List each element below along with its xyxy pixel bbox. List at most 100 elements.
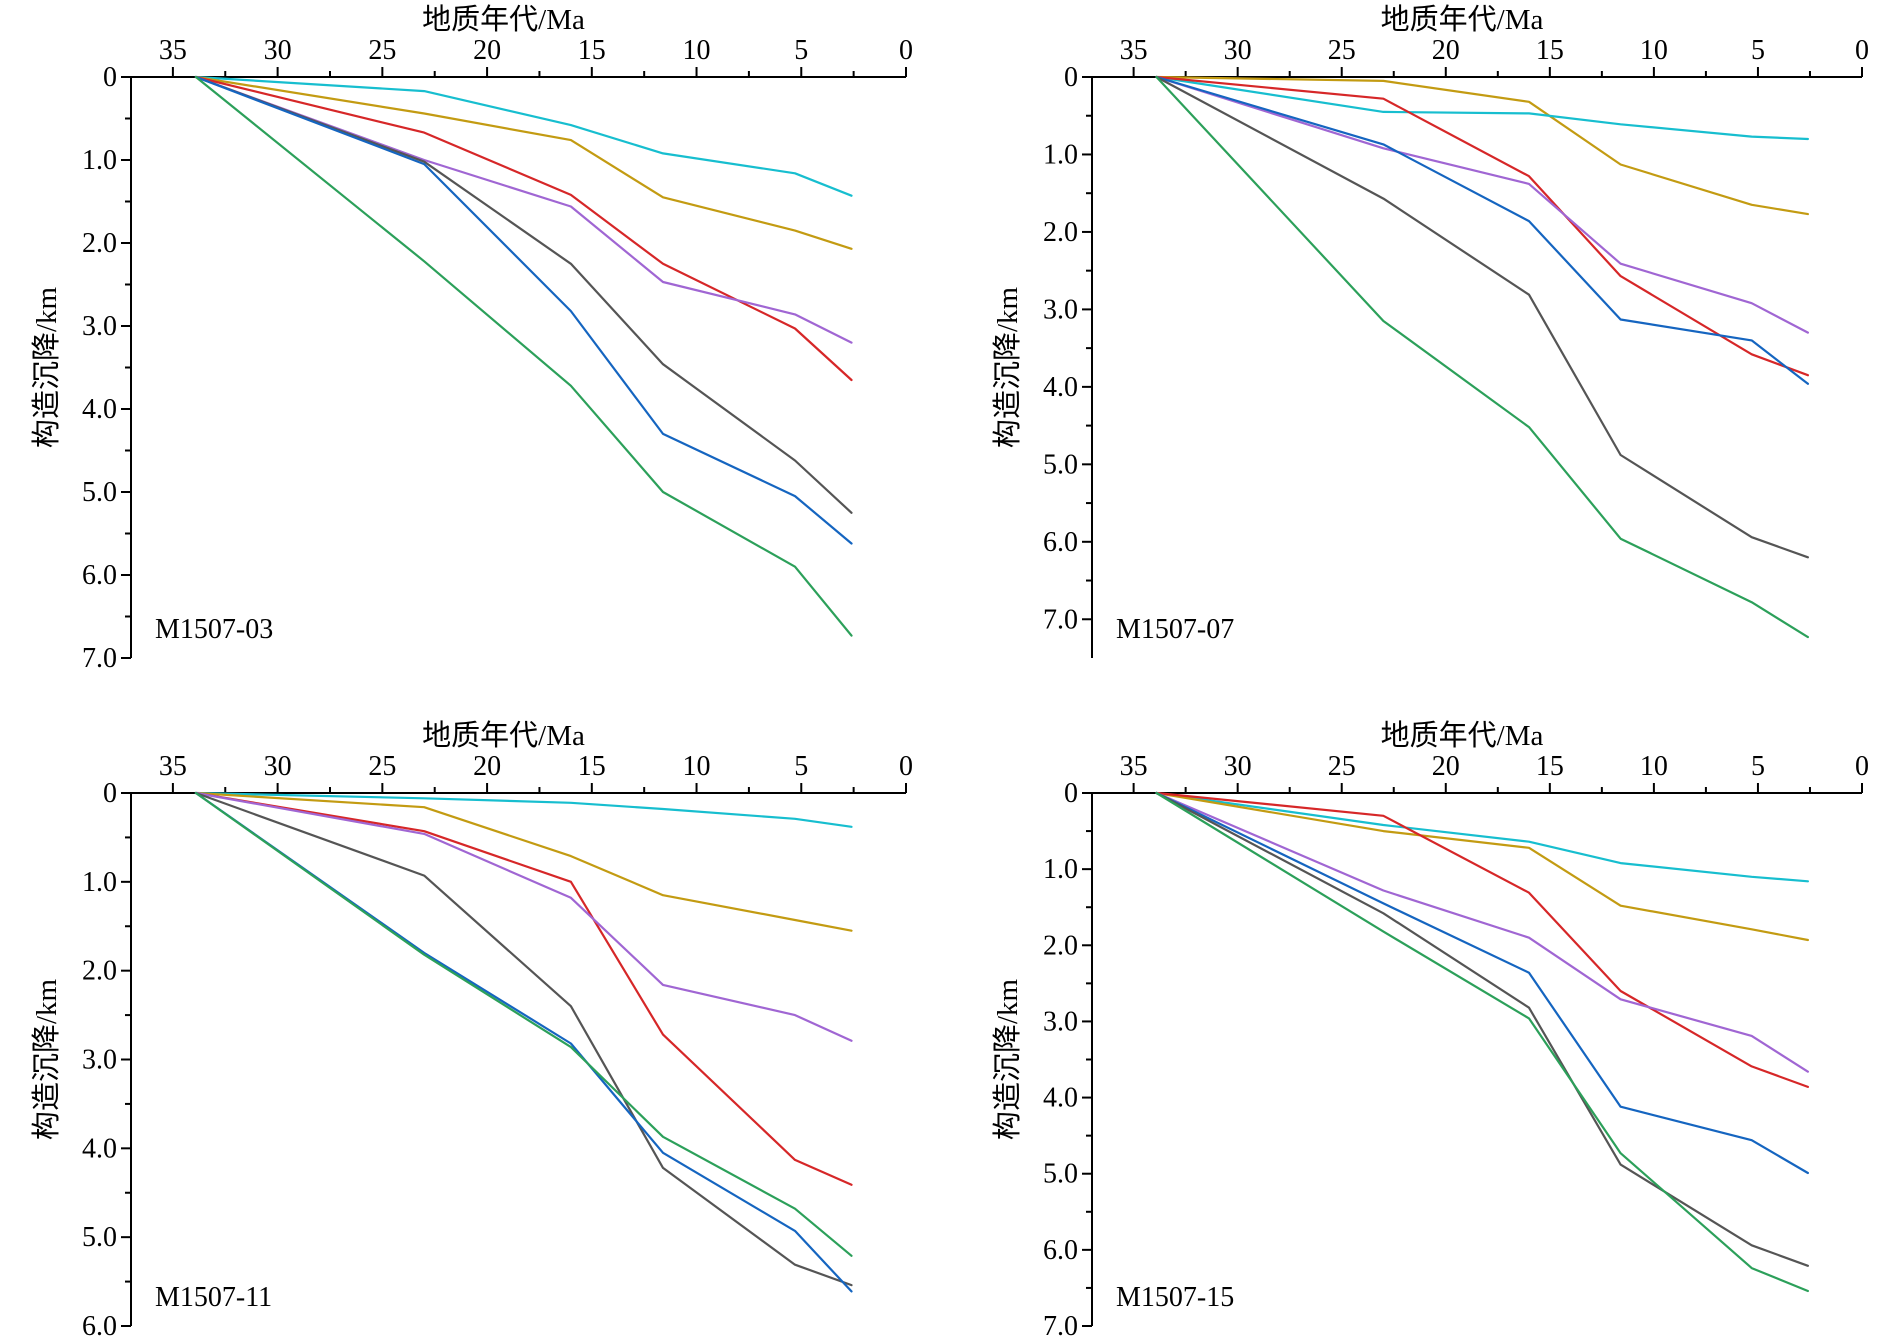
series-line-3 — [194, 75, 853, 382]
y-tick-label: 3.0 — [82, 1045, 117, 1076]
x-tick-label: 5 — [794, 751, 808, 782]
y-tick-label: 0 — [103, 62, 117, 93]
x-tick-label: 30 — [1224, 35, 1252, 66]
x-tick-label: 10 — [1640, 751, 1668, 782]
y-tick-label: 0 — [1064, 778, 1078, 809]
y-tick-label: 1.0 — [1043, 854, 1078, 885]
x-tick-label: 20 — [473, 35, 501, 66]
x-tick-label: 25 — [1328, 35, 1356, 66]
y-axis-title: 构造沉降/km — [30, 979, 63, 1141]
x-axis-title: 地质年代/Ma — [1381, 3, 1544, 36]
series-line-2 — [1155, 791, 1810, 942]
y-axis-title: 构造沉降/km — [991, 979, 1024, 1141]
series-line-1 — [1155, 791, 1810, 883]
x-tick-label: 20 — [1432, 35, 1460, 66]
y-tick-label: 2.0 — [82, 228, 117, 259]
x-tick-label: 15 — [578, 751, 606, 782]
series-line-4 — [194, 791, 853, 1042]
series-line-5 — [1155, 791, 1810, 1175]
x-tick-label: 30 — [264, 35, 292, 66]
y-tick-label: 1.0 — [82, 145, 117, 176]
x-tick-label: 10 — [1640, 35, 1668, 66]
y-tick-label: 4.0 — [1043, 372, 1078, 403]
x-tick-label: 5 — [1751, 35, 1765, 66]
series-line-2 — [194, 791, 853, 932]
series-line-2 — [1155, 75, 1810, 141]
y-tick-label: 4.0 — [82, 1133, 117, 1164]
x-tick-label: 35 — [1120, 35, 1148, 66]
y-axis-title: 构造沉降/km — [30, 287, 63, 449]
series-line-7 — [194, 75, 853, 637]
series-line-7 — [194, 791, 853, 1257]
y-axis-title: 构造沉降/km — [991, 287, 1024, 449]
x-axis-title: 地质年代/Ma — [1381, 719, 1544, 752]
y-tick-label: 2.0 — [1043, 930, 1078, 961]
x-tick-label: 25 — [1328, 751, 1356, 782]
x-tick-label: 0 — [899, 35, 913, 66]
series-line-5 — [194, 75, 853, 514]
chart-panel-m1507-11: 35 30 25 20 15 10 5 0 0 1.0 2.0 3.0 4.0 5.0 6.0 地质年代/Ma… — [30, 719, 913, 1336]
y-tick-label: 0 — [1064, 62, 1078, 93]
y-tick-label: 6.0 — [82, 560, 117, 591]
well-label: M1507-07 — [1116, 614, 1234, 645]
y-tick-label: 6.0 — [1043, 1235, 1078, 1266]
series-line-6 — [194, 791, 853, 1293]
series-line-6 — [194, 75, 853, 545]
y-tick-label: 4.0 — [82, 394, 117, 425]
series-line-5 — [194, 791, 853, 1287]
series-line-1 — [194, 75, 853, 197]
well-label: M1507-03 — [155, 614, 273, 645]
y-tick-label: 5.0 — [82, 477, 117, 508]
y-tick-label: 5.0 — [82, 1222, 117, 1253]
x-tick-label: 20 — [1432, 751, 1460, 782]
y-tick-label: 0 — [103, 778, 117, 809]
y-tick-label: 3.0 — [1043, 1006, 1078, 1037]
y-tick-label: 6.0 — [1043, 527, 1078, 558]
series-line-4 — [1155, 791, 1810, 1073]
series-line-3 — [194, 791, 853, 1186]
well-label: M1507-11 — [155, 1282, 272, 1313]
series-line-2 — [194, 75, 853, 250]
x-tick-label: 30 — [1224, 751, 1252, 782]
x-tick-label: 0 — [1855, 35, 1869, 66]
x-tick-label: 5 — [1751, 751, 1765, 782]
x-tick-label: 25 — [368, 35, 396, 66]
series-line-6 — [1155, 75, 1810, 559]
y-tick-label: 7.0 — [1043, 604, 1078, 635]
series-line-1 — [1155, 75, 1810, 216]
x-axis-title: 地质年代/Ma — [422, 3, 585, 36]
series-line-4 — [194, 75, 853, 344]
x-tick-label: 25 — [368, 751, 396, 782]
series-line-7 — [1155, 75, 1810, 639]
x-tick-label: 15 — [1536, 35, 1564, 66]
series-line-1 — [194, 791, 853, 828]
y-tick-label: 7.0 — [82, 643, 117, 674]
series-line-6 — [1155, 791, 1810, 1267]
x-tick-label: 15 — [578, 35, 606, 66]
y-tick-label: 4.0 — [1043, 1083, 1078, 1114]
x-tick-label: 35 — [159, 35, 187, 66]
x-tick-label: 10 — [683, 35, 711, 66]
y-tick-label: 2.0 — [82, 956, 117, 987]
series-line-4 — [1155, 75, 1810, 334]
y-tick-label: 5.0 — [1043, 449, 1078, 480]
y-tick-label: 3.0 — [1043, 294, 1078, 325]
y-tick-label: 2.0 — [1043, 217, 1078, 248]
series-line-5 — [1155, 75, 1810, 385]
x-tick-label: 35 — [159, 751, 187, 782]
chart-panel-m1507-03: 35 30 25 20 15 10 5 0 0 1.0 2.0 3.0 4.0 5.0 6.0 7.0 地质年代… — [30, 3, 913, 674]
x-tick-label: 0 — [1855, 751, 1869, 782]
x-tick-label: 20 — [473, 751, 501, 782]
x-tick-label: 0 — [899, 751, 913, 782]
y-tick-label: 5.0 — [1043, 1159, 1078, 1190]
x-tick-label: 35 — [1120, 751, 1148, 782]
y-tick-label: 3.0 — [82, 311, 117, 342]
x-tick-label: 30 — [264, 751, 292, 782]
chart-panel-m1507-07: 35 30 25 20 15 10 5 0 0 1.0 2.0 3.0 4.0 5.0 6.0 7.0 地质年代… — [991, 3, 1869, 658]
x-axis-title: 地质年代/Ma — [422, 719, 585, 752]
y-tick-label: 6.0 — [82, 1311, 117, 1336]
series-line-3 — [1155, 791, 1810, 1089]
well-label: M1507-15 — [1116, 1282, 1234, 1313]
series-line-3 — [1155, 75, 1810, 377]
